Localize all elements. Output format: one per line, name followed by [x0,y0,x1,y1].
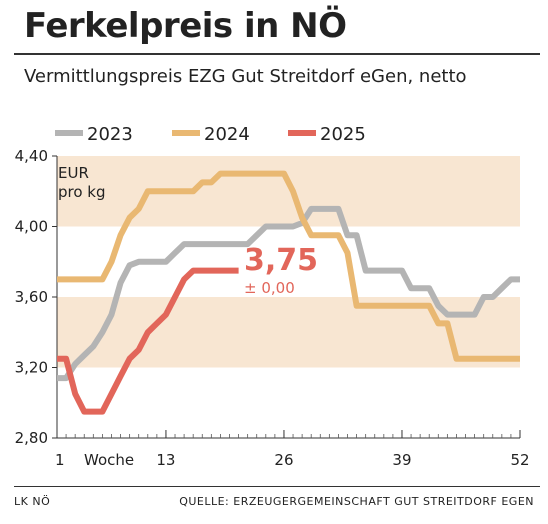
x-tick-label: 1 [55,451,65,469]
chart-title: Ferkelpreis in NÖ [24,6,347,46]
x-axis-label: Woche [84,451,134,469]
x-tick-label: 13 [156,451,175,469]
x-tick-label: 39 [392,451,411,469]
series-lines [57,170,520,415]
legend-label-2023: 2023 [87,124,133,145]
current-change-label: ± 0,00 [244,279,295,297]
series-line-2025 [57,267,239,415]
legend-label-2024: 2024 [204,124,250,145]
legend: 2023 2024 2025 [55,124,366,145]
title-rule [14,53,540,55]
footer-rule [14,486,540,487]
series-line-2023 [57,205,520,382]
price-chart: 2023 2024 2025 2,80 3,20 3,60 4,00 4,40 1 13 26 39… [15,124,530,469]
chart-subtitle: Vermittlungspreis EZG Gut Streitdorf eGe… [24,66,467,87]
unit-label-eur: EUR [58,164,89,182]
value-band-1 [57,156,520,227]
current-value-label: 3,75 [244,243,318,278]
y-tick-label: 3,60 [15,288,48,306]
footer-source-right: QUELLE: ERZEUGERGEMEINSCHAFT GUT STREITD… [179,495,534,508]
footer-source-left: LK NÖ [14,495,51,508]
x-tick-label: 52 [510,451,529,469]
series-line-2024 [57,170,520,362]
y-tick-label: 3,20 [15,359,48,377]
y-tick-label: 2,80 [15,429,48,447]
axes: 2,80 3,20 3,60 4,00 4,40 1 13 26 39 52 Woche [15,147,530,469]
y-tick-label: 4,00 [15,218,48,236]
legend-label-2025: 2025 [320,124,366,145]
x-tick-label: 26 [274,451,293,469]
y-tick-label: 4,40 [15,147,48,165]
unit-label-pro-kg: pro kg [58,183,106,201]
